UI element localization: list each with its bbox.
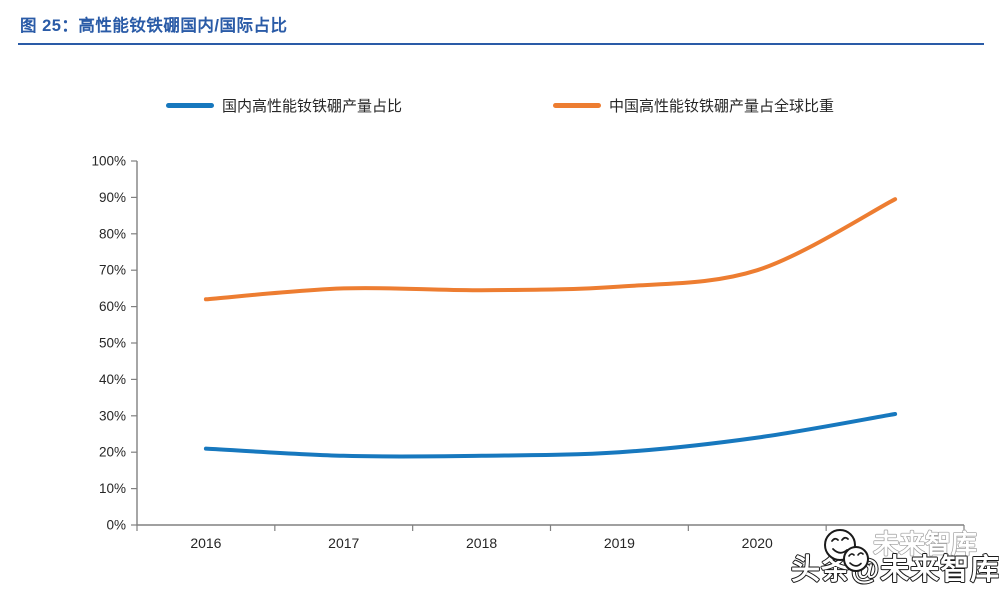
y-axis-label: 100% <box>91 154 126 169</box>
legend-swatch-global <box>553 102 601 108</box>
y-axis-label: 30% <box>99 408 126 423</box>
figure-title: 图 25：高性能钕铁硼国内/国际占比 <box>20 17 288 35</box>
series-line-domestic <box>203 412 898 459</box>
legend-label-domestic: 国内高性能钕铁硼产量占比 <box>222 97 403 115</box>
y-axis-label: 10% <box>99 481 126 496</box>
y-axis-label: 60% <box>99 299 126 314</box>
watermark-ghost-text: 未来智库 <box>873 529 977 559</box>
watermark: 未来智库 头条@未来智库 <box>790 528 999 587</box>
legend-swatch-domestic <box>166 102 214 108</box>
x-axis-label: 2016 <box>190 535 221 551</box>
axes <box>136 161 964 526</box>
x-axis-label: 2017 <box>328 535 359 551</box>
title-divider <box>18 43 984 45</box>
series-line-global <box>203 197 898 302</box>
watermark-main-text: 头条@未来智库 <box>791 553 999 586</box>
chart-legend: 国内高性能钕铁硼产量占比 中国高性能钕铁硼产量占全球比重 <box>0 95 999 115</box>
x-axis-label: 2019 <box>604 535 635 551</box>
x-axis-label: 2020 <box>742 535 773 551</box>
y-axis-label: 0% <box>106 518 126 533</box>
y-axis-label: 40% <box>99 372 126 387</box>
smiley-chat-bubbles-icon <box>824 529 869 572</box>
legend-item-global: 中国高性能钕铁硼产量占全球比重 <box>553 95 834 115</box>
legend-label-global: 中国高性能钕铁硼产量占全球比重 <box>609 97 835 115</box>
x-axis-label: 2018 <box>466 535 497 551</box>
legend-item-domestic: 国内高性能钕铁硼产量占比 <box>166 95 402 115</box>
y-axis-label: 70% <box>99 263 126 278</box>
y-axis-label: 90% <box>99 190 126 205</box>
y-axis-label: 80% <box>99 226 126 241</box>
y-axis-label: 20% <box>99 445 126 460</box>
y-axis-label: 50% <box>99 336 126 351</box>
